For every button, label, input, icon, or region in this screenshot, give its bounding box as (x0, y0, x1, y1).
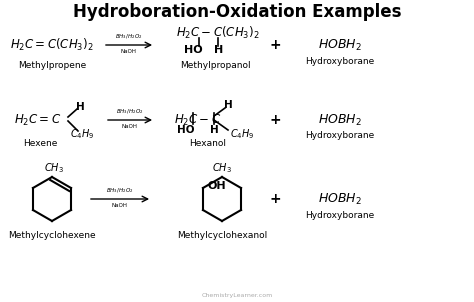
Text: Methylpropanol: Methylpropanol (180, 60, 250, 69)
Text: $H_2C=C(CH_3)_2$: $H_2C=C(CH_3)_2$ (10, 37, 94, 53)
Text: $H_2C-C(CH_3)_2$: $H_2C-C(CH_3)_2$ (176, 25, 260, 41)
Text: HO: HO (177, 125, 195, 135)
Text: Methylpropene: Methylpropene (18, 60, 86, 69)
Text: Methylcyclohexene: Methylcyclohexene (8, 230, 96, 239)
Text: $HOBH_2$: $HOBH_2$ (318, 112, 362, 127)
Text: +: + (269, 113, 281, 127)
Text: $BH_3/H_2O_2$: $BH_3/H_2O_2$ (116, 107, 144, 116)
Text: OH: OH (208, 181, 226, 191)
Text: $CH_3$: $CH_3$ (212, 161, 232, 175)
Text: +: + (269, 38, 281, 52)
Text: $H_2C-C$: $H_2C-C$ (174, 112, 222, 127)
Text: Hexanol: Hexanol (190, 140, 227, 149)
Text: NaOH: NaOH (121, 49, 137, 54)
Text: Hydroboration-Oxidation Examples: Hydroboration-Oxidation Examples (73, 3, 401, 21)
Text: $C_4H_9$: $C_4H_9$ (230, 127, 254, 141)
Text: H: H (76, 102, 84, 112)
Text: Hydroxyborane: Hydroxyborane (305, 131, 374, 140)
Text: $BH_3/H_2O_2$: $BH_3/H_2O_2$ (106, 186, 134, 195)
Text: $CH_3$: $CH_3$ (44, 161, 64, 175)
Text: H: H (214, 45, 224, 55)
Text: NaOH: NaOH (112, 203, 128, 208)
Text: Hexene: Hexene (23, 140, 57, 149)
Text: NaOH: NaOH (122, 124, 138, 129)
Text: $HOBH_2$: $HOBH_2$ (318, 191, 362, 207)
Text: $C_4H_9$: $C_4H_9$ (70, 127, 94, 141)
Text: H: H (224, 100, 232, 110)
Text: Methylcyclohexanol: Methylcyclohexanol (177, 230, 267, 239)
Text: $H_2C=C$: $H_2C=C$ (14, 112, 62, 127)
Text: Hydroxyborane: Hydroxyborane (305, 211, 374, 220)
Text: $HOBH_2$: $HOBH_2$ (318, 37, 362, 53)
Text: H: H (210, 125, 219, 135)
Text: ChemistryLearner.com: ChemistryLearner.com (201, 294, 273, 298)
Text: Hydroxyborane: Hydroxyborane (305, 56, 374, 66)
Text: HO: HO (184, 45, 202, 55)
Text: $BH_3/H_2O_2$: $BH_3/H_2O_2$ (115, 32, 143, 41)
Text: +: + (269, 192, 281, 206)
